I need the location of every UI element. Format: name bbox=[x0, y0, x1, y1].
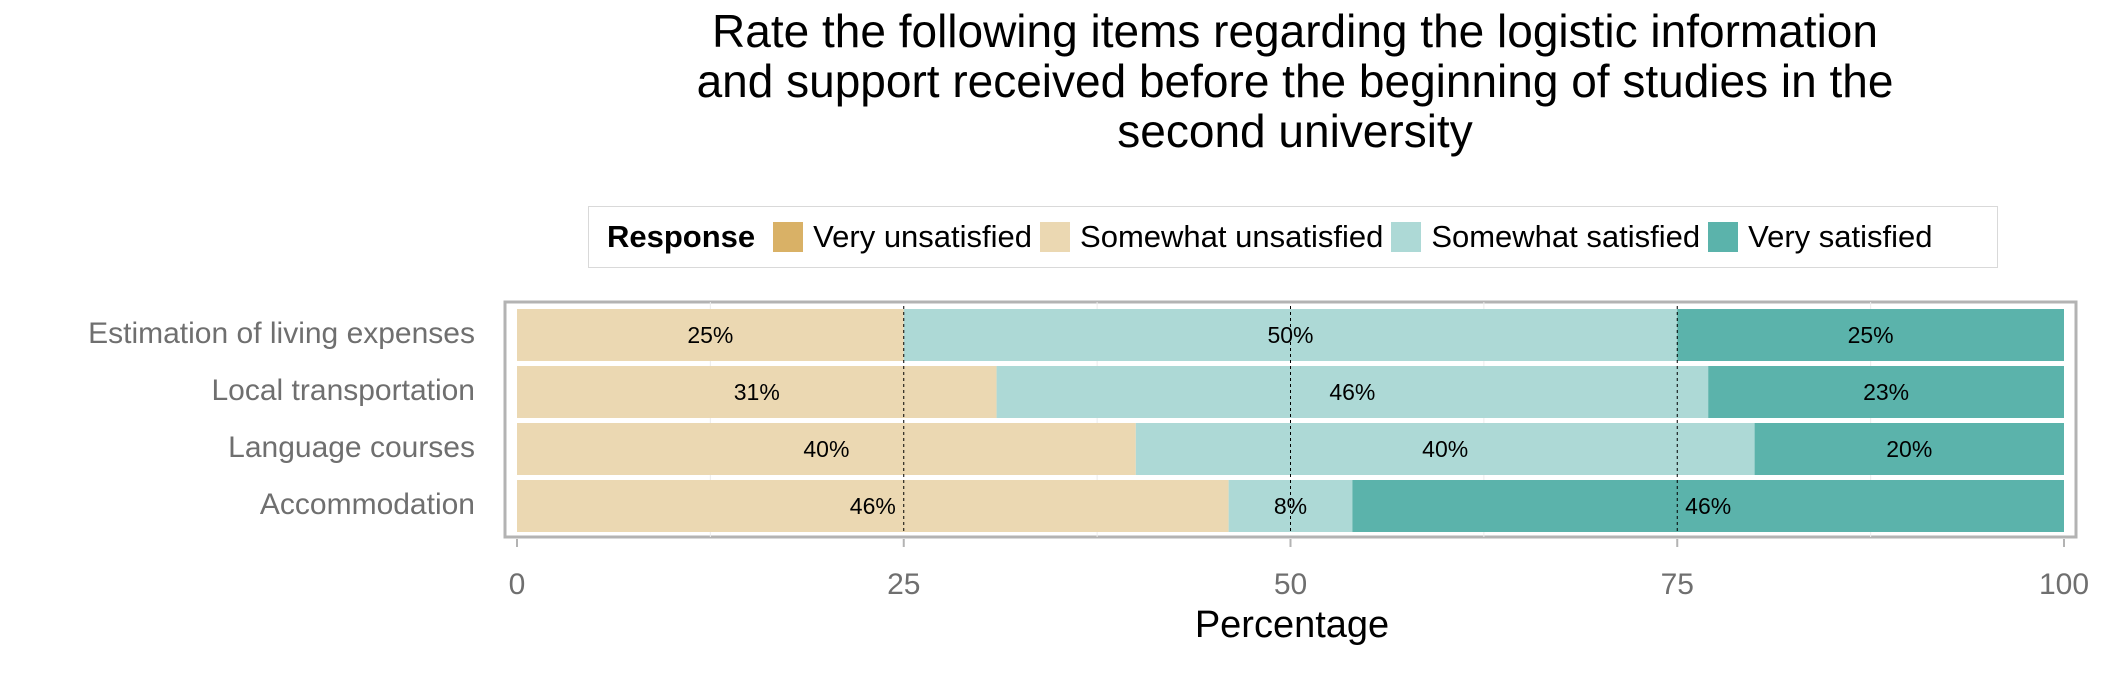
bar-segment bbox=[1135, 423, 1755, 475]
bar-segment bbox=[996, 366, 1709, 418]
data-label: 23% bbox=[1863, 379, 1909, 405]
x-tick-label: 50 bbox=[1273, 568, 1308, 601]
bar-segment bbox=[1708, 366, 2064, 418]
legend-label: Very satisfied bbox=[1748, 219, 1933, 254]
x-tick-label: 25 bbox=[887, 568, 921, 601]
data-label: 20% bbox=[1886, 436, 1932, 462]
data-label: 25% bbox=[687, 322, 733, 348]
bar-segment bbox=[517, 366, 997, 418]
legend-label: Somewhat satisfied bbox=[1431, 219, 1701, 254]
legend-item-somewhat-satisfied: Somewhat satisfied bbox=[1391, 219, 1700, 255]
y-tick-label: Estimation of living expenses bbox=[88, 317, 475, 350]
legend-title: Response bbox=[607, 219, 756, 254]
y-tick-label: Local transportation bbox=[211, 374, 476, 407]
x-tick-label: 0 bbox=[508, 568, 526, 601]
x-tick-label: 75 bbox=[1660, 568, 1694, 601]
chart-title-line-2: and support received before the beginnin… bbox=[696, 55, 1894, 107]
legend-label: Very unsatisfied bbox=[813, 219, 1033, 254]
legend-swatch bbox=[773, 222, 804, 252]
legend-item-somewhat-unsatisfied: Somewhat unsatisfied bbox=[1040, 219, 1383, 255]
chart-title-line-1: Rate the following items regarding the l… bbox=[712, 5, 1878, 57]
bar-segment bbox=[1754, 423, 2064, 475]
y-tick-label: Accommodation bbox=[259, 488, 475, 521]
bar-segment bbox=[1677, 309, 2064, 361]
data-label: 40% bbox=[803, 436, 849, 462]
y-tick-label: Language courses bbox=[228, 431, 475, 464]
data-label: 40% bbox=[1422, 436, 1468, 462]
data-label: 25% bbox=[1848, 322, 1894, 348]
legend-label: Somewhat unsatisfied bbox=[1080, 219, 1384, 254]
bar-segment bbox=[903, 309, 1678, 361]
legend: Response Very unsatisfied Somewhat unsat… bbox=[588, 206, 1998, 268]
bar-segment bbox=[517, 423, 1136, 475]
data-label: 46% bbox=[1329, 379, 1375, 405]
legend-swatch bbox=[1708, 222, 1739, 252]
x-axis-label: Percentage bbox=[1194, 604, 1390, 646]
chart-title-line-3: second university bbox=[1117, 105, 1473, 157]
data-label: 46% bbox=[850, 493, 896, 519]
x-tick-label: 100 bbox=[2038, 568, 2090, 601]
bar-segment bbox=[517, 309, 904, 361]
bar-segment bbox=[1352, 480, 2064, 532]
legend-swatch bbox=[1391, 222, 1422, 252]
plot-frame bbox=[503, 300, 2078, 539]
legend-item-very-unsatisfied: Very unsatisfied bbox=[773, 219, 1032, 255]
bar-segment bbox=[517, 480, 1229, 532]
legend-item-very-satisfied: Very satisfied bbox=[1708, 219, 1933, 255]
legend-swatch bbox=[1040, 222, 1071, 252]
chart-title: Rate the following items regarding the l… bbox=[520, 6, 2070, 156]
data-label: 46% bbox=[1685, 493, 1731, 519]
data-label: 31% bbox=[734, 379, 780, 405]
